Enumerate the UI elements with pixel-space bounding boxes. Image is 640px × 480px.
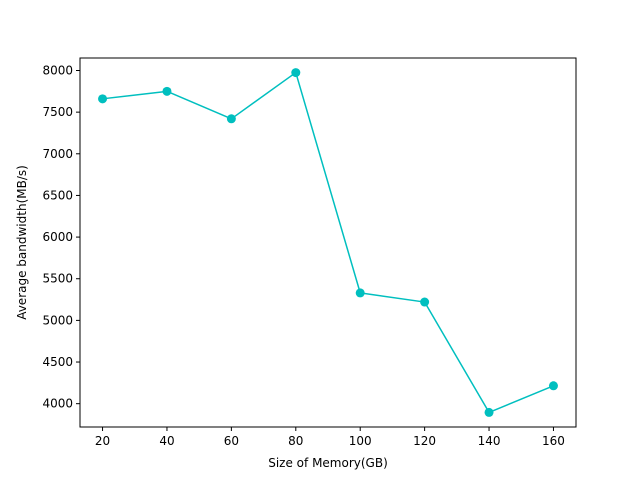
y-tick-label: 4000 [42,397,73,411]
plot-area-frame [79,57,577,428]
y-tick-label: 8000 [42,63,73,77]
data-point [226,114,236,124]
data-point [291,68,301,78]
data-point [162,86,172,96]
x-tick-label: 140 [478,434,501,448]
x-tick-label: 20 [95,434,110,448]
marks-layer [98,68,558,417]
data-point [355,288,365,298]
y-axis-label: Average bandwidth(MB/s) [15,165,29,320]
data-point [548,381,558,391]
x-tick-label: 80 [288,434,303,448]
x-tick-label: 160 [542,434,565,448]
x-axis-label: Size of Memory(GB) [268,456,388,470]
y-tick-label: 7000 [42,147,73,161]
y-tick-label: 6000 [42,230,73,244]
ticks-layer: 20 40 60 80 100 120 140 160 4000 4500 5000 5500 6000… [42,63,564,448]
y-tick-label: 5000 [42,313,73,327]
x-tick-label: 40 [159,434,174,448]
y-tick-label: 4500 [42,355,73,369]
y-tick-label: 7500 [42,105,73,119]
series-line [102,71,554,414]
y-tick-label: 6500 [42,188,73,202]
y-tick-label: 5500 [42,272,73,286]
x-tick-label: 100 [349,434,372,448]
data-point [484,407,494,417]
x-tick-label: 60 [224,434,239,448]
data-point [420,297,430,307]
data-point [98,94,108,104]
x-tick-label: 120 [413,434,436,448]
